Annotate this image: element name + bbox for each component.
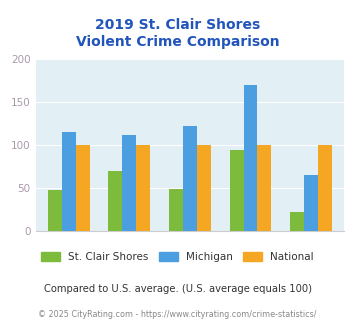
Bar xyxy=(136,145,150,231)
Text: © 2025 CityRating.com - https://www.cityrating.com/crime-statistics/: © 2025 CityRating.com - https://www.city… xyxy=(38,310,317,319)
Bar xyxy=(76,145,90,231)
Bar xyxy=(197,145,211,231)
Bar xyxy=(183,126,197,231)
Bar xyxy=(257,145,271,231)
Bar xyxy=(304,175,318,231)
Bar xyxy=(122,135,136,231)
Bar xyxy=(290,212,304,231)
Bar xyxy=(62,132,76,231)
Bar xyxy=(318,145,332,231)
Bar xyxy=(230,150,244,231)
Bar xyxy=(244,85,257,231)
Text: Compared to U.S. average. (U.S. average equals 100): Compared to U.S. average. (U.S. average … xyxy=(44,284,311,294)
Legend: St. Clair Shores, Michigan, National: St. Clair Shores, Michigan, National xyxy=(37,248,318,266)
Bar xyxy=(48,190,62,231)
Text: Violent Crime Comparison: Violent Crime Comparison xyxy=(76,35,279,49)
Bar xyxy=(109,171,122,231)
Bar xyxy=(169,189,183,231)
Text: 2019 St. Clair Shores: 2019 St. Clair Shores xyxy=(95,18,260,32)
